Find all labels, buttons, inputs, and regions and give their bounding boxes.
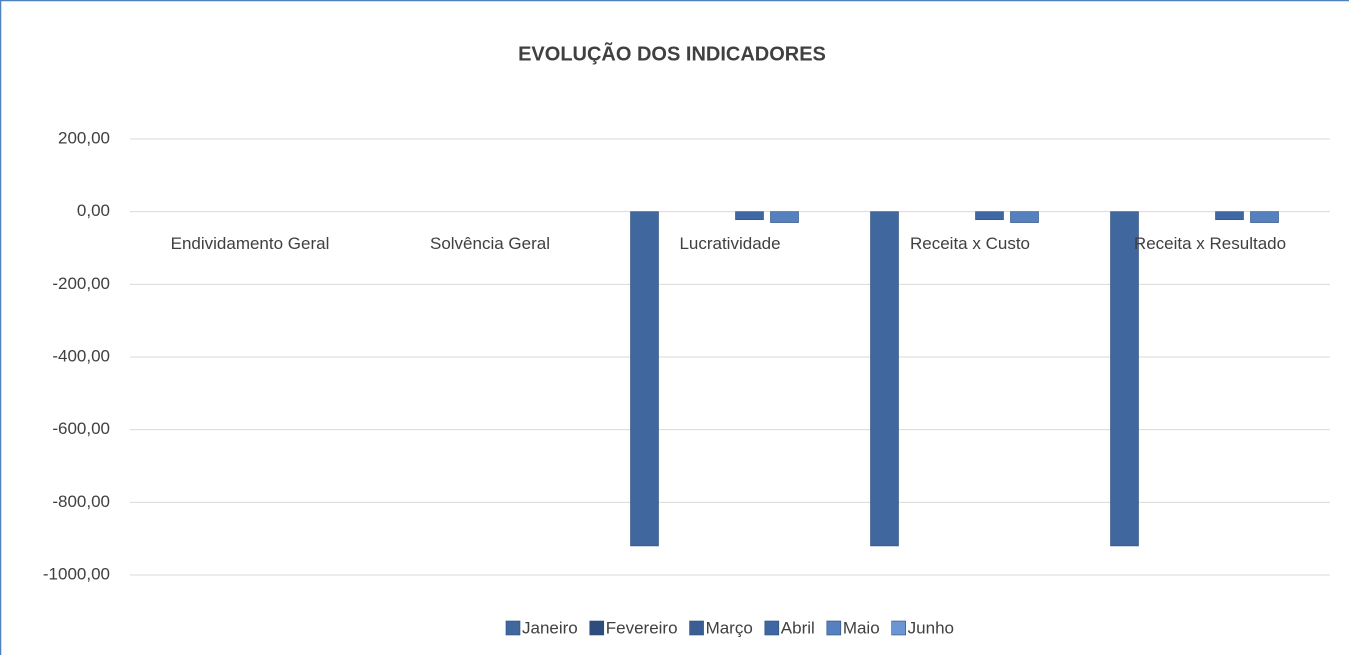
y-tick-label: -400,00	[52, 346, 110, 365]
bar	[1110, 211, 1139, 547]
legend-label: Junho	[908, 618, 954, 637]
legend-swatch	[689, 620, 704, 636]
legend-swatch	[891, 620, 906, 636]
bar	[735, 211, 764, 220]
bar	[770, 211, 799, 223]
legend-swatch	[764, 620, 780, 636]
y-tick-label: 200,00	[58, 128, 110, 147]
bar	[1215, 211, 1244, 220]
legend-label: Março	[706, 618, 753, 637]
bar	[870, 211, 899, 547]
x-tick-label: Endividamento Geral	[171, 234, 330, 253]
legend-swatch	[589, 620, 605, 636]
y-tick-label: -200,00	[52, 274, 110, 293]
y-tick-label: -1000,00	[43, 564, 110, 583]
bar	[1250, 211, 1279, 223]
y-tick-label: -600,00	[52, 419, 110, 438]
legend-label: Janeiro	[522, 618, 578, 637]
bar	[1010, 211, 1039, 223]
y-tick-label: -800,00	[52, 492, 110, 511]
legend-swatch	[826, 620, 842, 636]
x-tick-label: Lucratividade	[679, 234, 780, 253]
y-tick-label: 0,00	[77, 201, 110, 220]
bar	[630, 211, 659, 547]
x-tick-label: Receita x Custo	[910, 234, 1030, 253]
legend-label: Abril	[781, 618, 815, 637]
legend-label: Maio	[843, 618, 880, 637]
x-tick-label: Receita x Resultado	[1134, 234, 1286, 253]
legend-swatch	[505, 620, 521, 636]
legend-label: Fevereiro	[606, 618, 678, 637]
bar	[975, 211, 1004, 220]
x-tick-label: Solvência Geral	[430, 234, 550, 253]
chart-title: EVOLUÇÃO DOS INDICADORES	[518, 42, 826, 65]
